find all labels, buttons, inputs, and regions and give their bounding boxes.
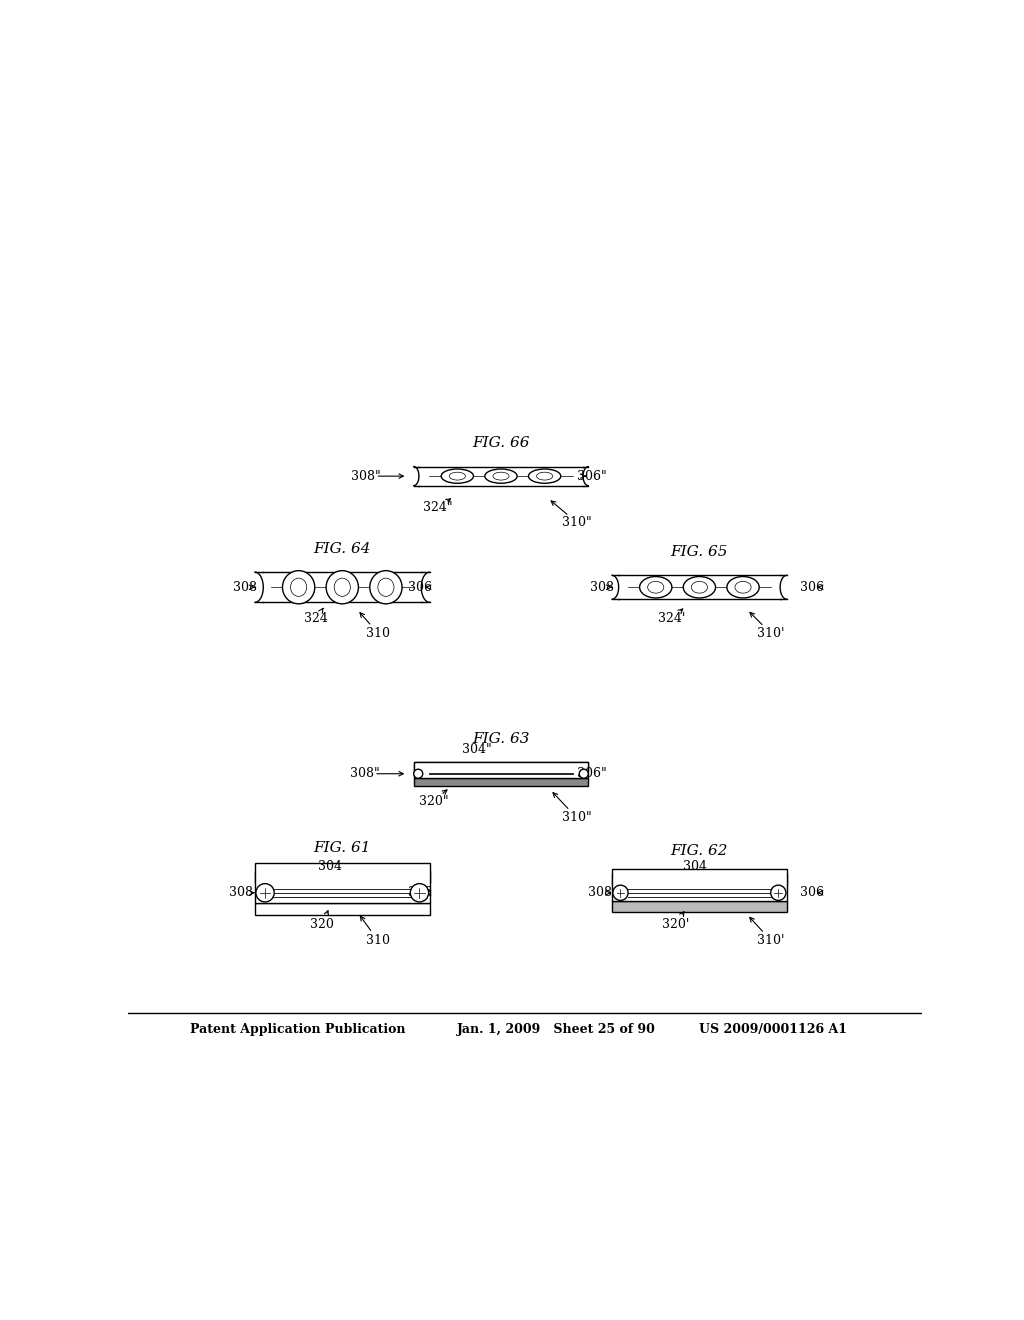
Bar	[255, 903, 430, 915]
Ellipse shape	[528, 469, 561, 483]
Bar	[255, 863, 430, 903]
Bar	[255, 871, 430, 883]
Text: Patent Application Publication: Patent Application Publication	[189, 1023, 406, 1036]
Ellipse shape	[441, 469, 473, 483]
Ellipse shape	[378, 578, 394, 597]
Text: 308": 308"	[351, 470, 381, 483]
Bar	[612, 902, 786, 912]
Text: FIG. 63: FIG. 63	[472, 731, 529, 746]
Text: 308: 308	[229, 886, 254, 899]
Bar	[414, 762, 588, 770]
Text: FIG. 62: FIG. 62	[671, 843, 728, 858]
Text: 304": 304"	[462, 743, 493, 755]
Text: 306": 306"	[578, 767, 607, 780]
Ellipse shape	[647, 581, 664, 593]
Text: 310': 310'	[757, 627, 784, 640]
Ellipse shape	[326, 570, 358, 603]
Circle shape	[580, 770, 588, 779]
Text: 308": 308"	[349, 767, 379, 780]
Ellipse shape	[691, 581, 708, 593]
Text: FIG. 66: FIG. 66	[472, 437, 529, 450]
Text: 304: 304	[318, 861, 342, 873]
Text: 306: 306	[800, 581, 824, 594]
Text: 324': 324'	[658, 612, 685, 626]
Text: FIG. 65: FIG. 65	[671, 545, 728, 560]
Text: 310': 310'	[757, 933, 784, 946]
Ellipse shape	[683, 577, 716, 598]
Circle shape	[771, 886, 786, 900]
Bar	[414, 777, 588, 785]
Bar	[612, 874, 786, 886]
Text: 310: 310	[366, 933, 390, 946]
Circle shape	[612, 886, 628, 900]
Text: 324: 324	[304, 612, 328, 626]
Text: 320: 320	[310, 917, 335, 931]
Ellipse shape	[291, 578, 307, 597]
Text: FIG. 64: FIG. 64	[313, 543, 371, 556]
Text: FIG. 61: FIG. 61	[313, 841, 371, 855]
Text: 308: 308	[590, 581, 613, 594]
Text: 306: 306	[408, 581, 432, 594]
Text: 304: 304	[683, 861, 708, 873]
Bar	[414, 763, 588, 777]
Ellipse shape	[283, 570, 314, 603]
Text: 308: 308	[588, 886, 612, 899]
Ellipse shape	[727, 577, 759, 598]
Text: 320': 320'	[662, 917, 689, 931]
Circle shape	[414, 770, 423, 779]
Ellipse shape	[640, 577, 672, 598]
Ellipse shape	[370, 570, 402, 603]
Text: Jan. 1, 2009   Sheet 25 of 90: Jan. 1, 2009 Sheet 25 of 90	[458, 1023, 656, 1036]
Bar	[612, 869, 786, 902]
Text: US 2009/0001126 A1: US 2009/0001126 A1	[699, 1023, 848, 1036]
Ellipse shape	[334, 578, 350, 597]
Text: 306": 306"	[578, 470, 607, 483]
Circle shape	[411, 883, 429, 902]
Ellipse shape	[484, 469, 517, 483]
Ellipse shape	[735, 581, 752, 593]
Text: 310": 310"	[561, 810, 591, 824]
Text: 310: 310	[366, 627, 390, 640]
Text: 324": 324"	[423, 502, 453, 515]
Ellipse shape	[450, 473, 466, 480]
Text: 320": 320"	[419, 795, 449, 808]
Text: 310": 310"	[561, 516, 591, 529]
Ellipse shape	[493, 473, 509, 480]
Ellipse shape	[537, 473, 553, 480]
Text: 306: 306	[800, 886, 824, 899]
Text: 306: 306	[408, 886, 432, 899]
Text: 308: 308	[232, 581, 257, 594]
Circle shape	[256, 883, 274, 902]
